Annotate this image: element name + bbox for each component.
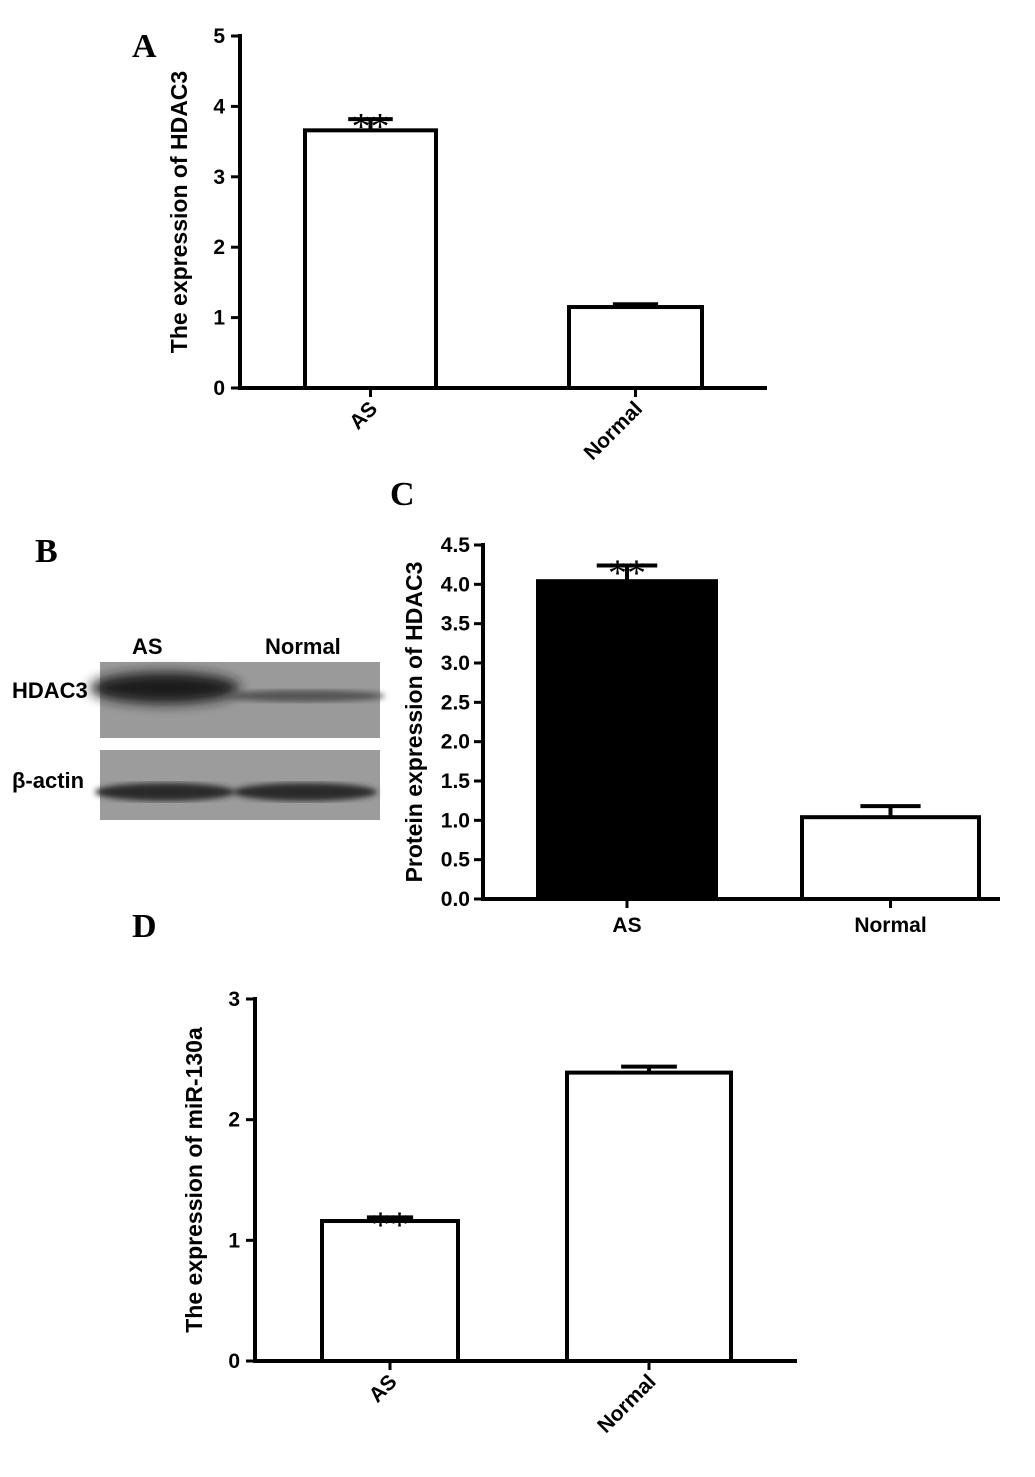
bar-chart: A The expression of HDAC3 0 1 2 3 4 5 AS ** Normal [132, 25, 767, 465]
bar-chart: C Protein expression of HDAC3 0.0 0.5 1.0 1.5… [390, 476, 1000, 937]
annotation: ** [608, 552, 646, 594]
y-tick-label: 0.5 [441, 849, 471, 872]
x-tick-label: Normal [593, 1370, 660, 1437]
x-tick-label: Normal [854, 914, 926, 937]
y-tick-label: 1.5 [441, 770, 471, 793]
y-tick-label: 0 [228, 1350, 240, 1373]
panel-label: B [35, 533, 58, 570]
y-tick-label: 2.0 [441, 731, 470, 754]
row-label: β-actin [12, 768, 84, 793]
bar [536, 579, 718, 901]
y-tick-label: 4.5 [441, 534, 471, 557]
blot-band [95, 783, 235, 801]
bar [567, 305, 704, 391]
y-axis-title: The expression of HDAC3 [166, 71, 192, 353]
y-tick-label: 4.0 [441, 573, 470, 596]
blot-band [90, 672, 240, 704]
blot-band [225, 690, 385, 702]
bar [303, 128, 438, 390]
y-tick-label: 1 [228, 1229, 240, 1252]
y-tick-label: 2.5 [441, 691, 471, 714]
y-tick-label: 1.0 [441, 809, 470, 832]
western-blot: B AS Normal HDAC3 β-actin [12, 533, 385, 820]
x-tick-label: AS [365, 1370, 402, 1407]
row-label: HDAC3 [12, 678, 88, 703]
bar-chart: D The expression of miR-130a 0 1 2 3 AS ** Norma… [132, 908, 797, 1438]
y-tick-label: 3 [228, 988, 240, 1011]
annotation: ** [371, 1204, 409, 1246]
bar [800, 815, 981, 901]
y-tick-label: 2 [213, 236, 225, 259]
y-tick-label: 2 [228, 1109, 240, 1132]
x-tick-label: AS [345, 397, 382, 434]
lane-label: Normal [265, 634, 341, 659]
blot-band [233, 783, 377, 801]
y-axis-title: Protein expression of HDAC3 [401, 562, 427, 883]
bar [565, 1070, 733, 1364]
y-tick-label: 0.0 [441, 888, 470, 911]
annotation: ** [352, 106, 390, 148]
y-tick-label: 5 [213, 25, 225, 48]
bar [320, 1219, 460, 1363]
y-tick-label: 3 [213, 166, 225, 189]
x-tick-label: AS [612, 914, 641, 937]
y-tick-label: 3.5 [441, 613, 471, 636]
lane-label: AS [132, 634, 163, 659]
panel-label: A [132, 28, 157, 65]
y-axis-title: The expression of miR-130a [181, 1027, 207, 1333]
y-tick-label: 4 [213, 95, 225, 118]
panel-label: D [132, 908, 157, 945]
x-tick-label: Normal [580, 397, 647, 464]
y-tick-label: 0 [213, 377, 225, 400]
panel-label: C [390, 476, 415, 513]
y-tick-label: 3.0 [441, 652, 470, 675]
y-tick-label: 1 [213, 307, 225, 330]
